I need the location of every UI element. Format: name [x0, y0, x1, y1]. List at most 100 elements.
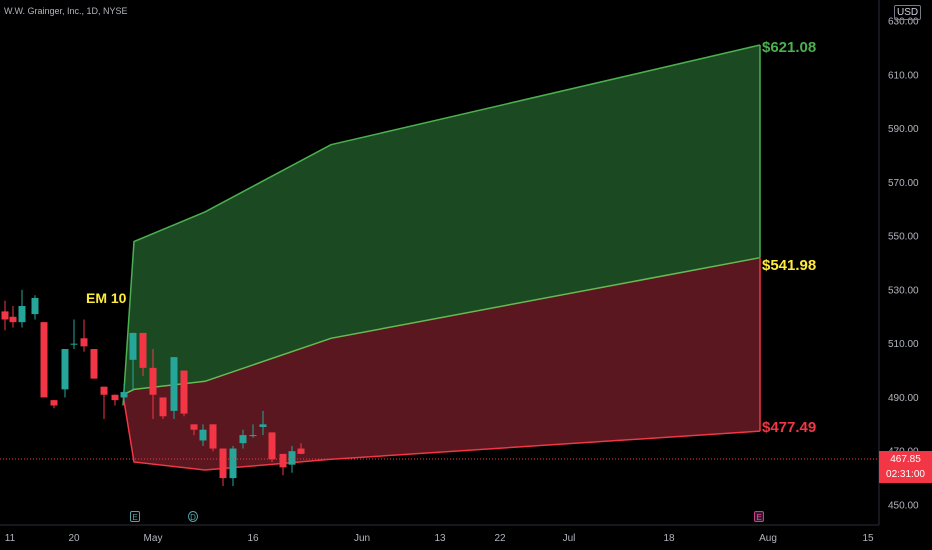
candle-body	[159, 397, 167, 417]
candle	[159, 397, 167, 419]
candle	[219, 448, 227, 487]
time-tick-label: Jun	[354, 533, 370, 544]
price-axis[interactable]: 630.00 610.00 590.00 570.00 550.00 530.00 510.…	[888, 17, 919, 512]
last-price-value: 467.85	[890, 454, 921, 465]
symbol-title: W.W. Grainger, Inc., 1D, NYSE	[4, 6, 128, 16]
candle	[229, 445, 237, 487]
time-tick-label: 22	[494, 533, 506, 544]
candle-body	[199, 429, 207, 441]
candle	[180, 370, 188, 417]
candle-body	[209, 424, 217, 449]
time-axis[interactable]: 11 20 May 16 Jun 13 22 Jul 18 Aug 15	[5, 533, 874, 544]
candle-body	[219, 448, 227, 479]
candle-body	[18, 306, 26, 323]
candle	[9, 306, 17, 328]
candle-body	[50, 400, 58, 406]
candle	[249, 424, 257, 438]
lower-target-label: $477.49	[762, 419, 816, 436]
candle-body	[190, 424, 198, 430]
candle	[297, 443, 305, 454]
candle-body	[70, 343, 78, 345]
time-tick-label: May	[144, 533, 163, 544]
candle	[31, 295, 39, 320]
candle	[239, 429, 247, 449]
time-tick-label: Aug	[759, 533, 777, 544]
candle	[199, 424, 207, 446]
price-tick-label: 570.00	[888, 178, 919, 189]
candle-body	[80, 338, 88, 347]
candle-body	[40, 322, 48, 398]
candle	[209, 424, 217, 452]
price-tick-label: 530.00	[888, 285, 919, 296]
price-tick-label: 490.00	[888, 393, 919, 404]
candle	[80, 319, 88, 352]
bar-countdown: 02:31:00	[886, 469, 925, 480]
candle	[129, 332, 137, 390]
time-tick-label: 13	[434, 533, 446, 544]
time-tick-label: 15	[862, 533, 874, 544]
candle	[90, 349, 98, 379]
candle	[259, 410, 267, 436]
price-tick-label: 610.00	[888, 70, 919, 81]
candlesticks	[1, 289, 305, 487]
candle	[149, 349, 157, 419]
last-price-tag: 467.85 02:31:00	[879, 451, 932, 483]
middle-band-line	[122, 256, 761, 396]
lower-band-fill	[123, 257, 760, 470]
candle-body	[100, 386, 108, 395]
candle-body	[170, 357, 178, 411]
candle-body	[229, 448, 237, 479]
candle	[70, 319, 78, 350]
upper-band-fill	[123, 45, 760, 406]
em-label: EM 10	[86, 290, 127, 306]
time-tick-label: 18	[663, 533, 675, 544]
candle	[61, 349, 69, 398]
candle-body	[9, 316, 17, 323]
candle	[18, 289, 26, 328]
upcoming-earnings-event-icon[interactable]: E	[754, 511, 764, 522]
price-tick-label: 450.00	[888, 501, 919, 512]
price-tick-label: 590.00	[888, 124, 919, 135]
candle-body	[239, 435, 247, 444]
time-tick-label: 20	[68, 533, 80, 544]
candle-body	[279, 453, 287, 468]
upper-band-line	[122, 44, 761, 406]
candle	[288, 445, 296, 473]
candle	[111, 394, 119, 406]
candle-body	[1, 311, 9, 320]
currency-button[interactable]: USD	[894, 5, 922, 20]
candle	[50, 400, 58, 409]
time-tick-label: 16	[247, 533, 259, 544]
candle-body	[129, 332, 137, 360]
candle	[279, 453, 287, 476]
candle-body	[139, 332, 147, 368]
candle	[100, 386, 108, 419]
candle	[190, 424, 198, 436]
candle	[1, 300, 9, 331]
candle-body	[288, 451, 296, 465]
candle-body	[31, 297, 39, 315]
candle-body	[61, 349, 69, 390]
candle-body	[249, 435, 257, 437]
candle	[139, 332, 147, 376]
upper-target-label: $621.08	[762, 39, 816, 56]
price-tick-label: 510.00	[888, 339, 919, 350]
earnings-event-icon[interactable]: E	[130, 511, 140, 522]
price-tick-label: 550.00	[888, 232, 919, 243]
candle-body	[120, 392, 128, 398]
candle	[268, 432, 276, 462]
time-tick-label: 11	[5, 533, 16, 544]
lower-band-line	[122, 394, 761, 471]
candle-body	[90, 349, 98, 379]
candle-body	[111, 394, 119, 401]
candle-body	[149, 367, 157, 395]
candle-body	[268, 432, 276, 460]
candle-body	[180, 370, 188, 414]
dividend-event-icon[interactable]: D	[188, 511, 198, 522]
candle	[170, 357, 178, 419]
candle	[120, 384, 128, 403]
time-tick-label: Jul	[563, 533, 576, 544]
middle-target-label: $541.98	[762, 257, 816, 274]
candle	[40, 322, 48, 398]
